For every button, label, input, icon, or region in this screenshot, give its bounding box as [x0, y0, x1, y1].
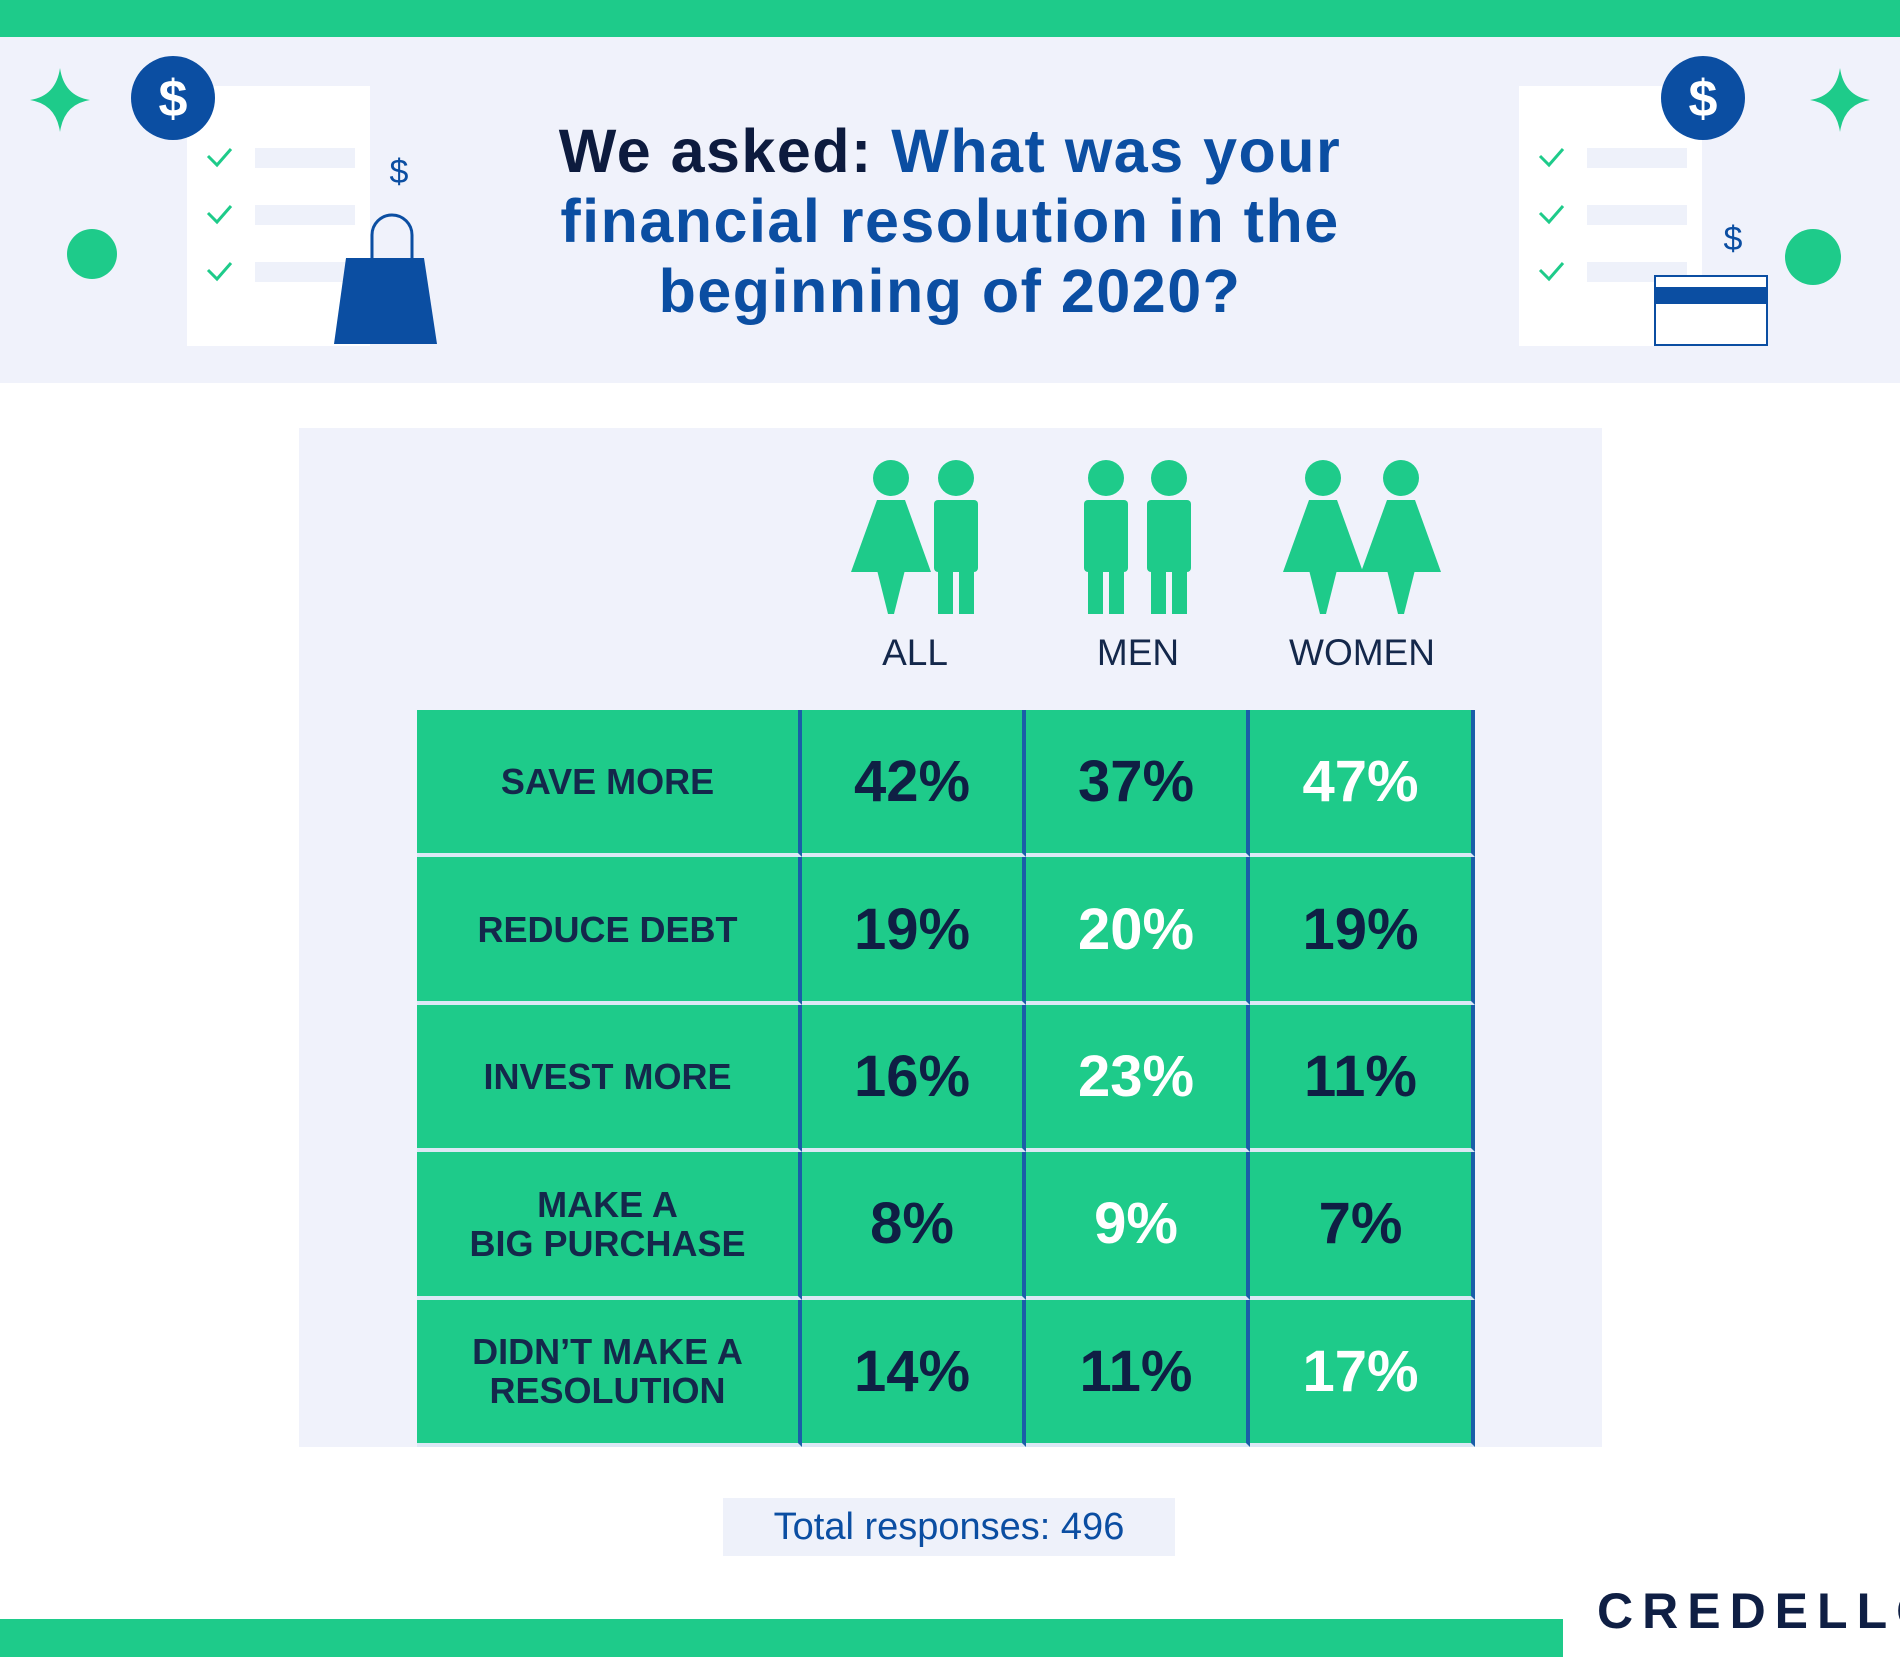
column-header: MEN: [1096, 632, 1180, 673]
top-bar: [0, 0, 1900, 37]
value: 16%: [802, 1004, 1026, 1153]
value: 11%: [1026, 1299, 1250, 1447]
value: 14%: [802, 1299, 1026, 1447]
figure-part: [938, 568, 953, 614]
dot: [67, 229, 117, 279]
star: [1810, 68, 1870, 132]
value: 17%: [1250, 1299, 1475, 1447]
figure-part: [1084, 500, 1128, 572]
total-responses: Total responses: 496: [723, 1498, 1175, 1556]
svg-text:$: $: [1689, 70, 1718, 128]
figure-part: [1305, 460, 1341, 496]
figure-part: [1387, 570, 1415, 614]
figure-part: [1088, 460, 1124, 496]
column-header: ALL: [882, 632, 948, 673]
bag: [334, 258, 437, 344]
figure-part: [1283, 500, 1363, 572]
row-label: MAKE A BIG PURCHASE: [417, 1152, 802, 1300]
figure-part: [877, 570, 905, 614]
figure-part: [938, 460, 974, 496]
figure-part: [1361, 500, 1441, 572]
column-header: WOMEN: [1289, 632, 1435, 673]
row-label: DIDN’T MAKE A RESOLUTION: [417, 1299, 802, 1447]
figure-part: [1172, 568, 1187, 614]
title-question: What was your financial resolution in th…: [560, 117, 1342, 325]
row-label: SAVE MORE: [417, 710, 802, 858]
svg-text:$: $: [390, 153, 409, 191]
figure-part: [1309, 570, 1337, 614]
figure-part: [959, 568, 974, 614]
figure-part: [1109, 568, 1124, 614]
value: 19%: [1250, 857, 1475, 1005]
row-label: INVEST MORE: [417, 1004, 802, 1153]
coin: [1661, 56, 1745, 140]
people-icons: [851, 460, 1441, 614]
title-lead: We asked:: [558, 117, 873, 185]
title: We asked: What was your financial resolu…: [500, 116, 1400, 326]
figure-part: [934, 500, 978, 572]
figure-part: [1383, 460, 1419, 496]
svg-text:$: $: [159, 70, 188, 128]
dot: [1785, 229, 1841, 285]
svg-text:$: $: [1724, 220, 1743, 258]
figure-part: [851, 500, 931, 572]
value: 11%: [1250, 1004, 1475, 1153]
figure-part: [1151, 460, 1187, 496]
value: 19%: [802, 857, 1026, 1005]
value: 7%: [1250, 1152, 1475, 1300]
table: SAVE MORE 42% 37% 47% REDUCE DEBT 19% 20…: [417, 710, 1475, 1447]
bottom-bar: [0, 1619, 1563, 1657]
value: 42%: [802, 710, 1026, 858]
row-label: REDUCE DEBT: [417, 857, 802, 1005]
coin: [131, 56, 215, 140]
star: [30, 68, 90, 132]
figure-part: [1151, 568, 1166, 614]
logo: CREDELLO: [1597, 1583, 1900, 1639]
value: 20%: [1026, 857, 1250, 1005]
figure-part: [1088, 568, 1103, 614]
figure-part: [873, 460, 909, 496]
value: 8%: [802, 1152, 1026, 1300]
figure-part: [1147, 500, 1191, 572]
value: 9%: [1026, 1152, 1250, 1300]
value: 47%: [1250, 710, 1475, 858]
value: 37%: [1026, 710, 1250, 858]
card: [1654, 275, 1768, 346]
value: 23%: [1026, 1004, 1250, 1153]
